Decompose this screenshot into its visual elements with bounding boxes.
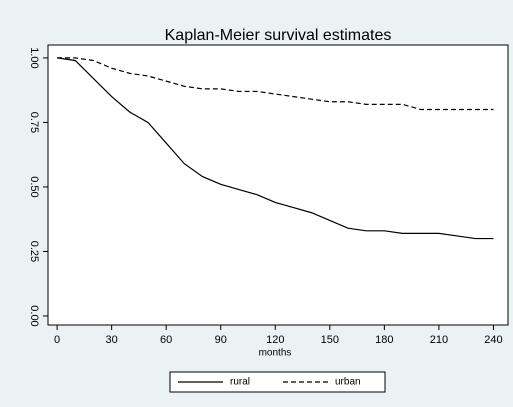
survival-line <box>57 57 494 111</box>
legend-label: urban <box>335 377 361 388</box>
survival-line <box>57 57 494 240</box>
plot-frame <box>47 44 509 326</box>
legend-box <box>169 371 386 393</box>
x-tick-label: 150 <box>321 334 339 346</box>
x-tick-label: 0 <box>54 334 60 346</box>
x-tick-label: 30 <box>106 334 118 346</box>
y-tick-label: 0.75 <box>28 112 40 133</box>
x-tick-label: 210 <box>430 334 448 346</box>
chart-title: Kaplan-Meier survival estimates <box>165 27 392 44</box>
x-axis-label: months <box>259 348 292 359</box>
x-tick-label: 60 <box>160 334 172 346</box>
x-tick-label: 180 <box>375 334 393 346</box>
x-tick-label: 120 <box>266 334 284 346</box>
x-tick-label: 240 <box>484 334 502 346</box>
legend-label: rural <box>230 377 250 388</box>
y-tick-label: 1.00 <box>28 47 40 68</box>
y-tick-label: 0.00 <box>28 305 40 326</box>
x-tick-label: 90 <box>215 334 227 346</box>
y-tick-label: 0.50 <box>28 176 40 197</box>
y-tick-label: 0.25 <box>28 241 40 262</box>
